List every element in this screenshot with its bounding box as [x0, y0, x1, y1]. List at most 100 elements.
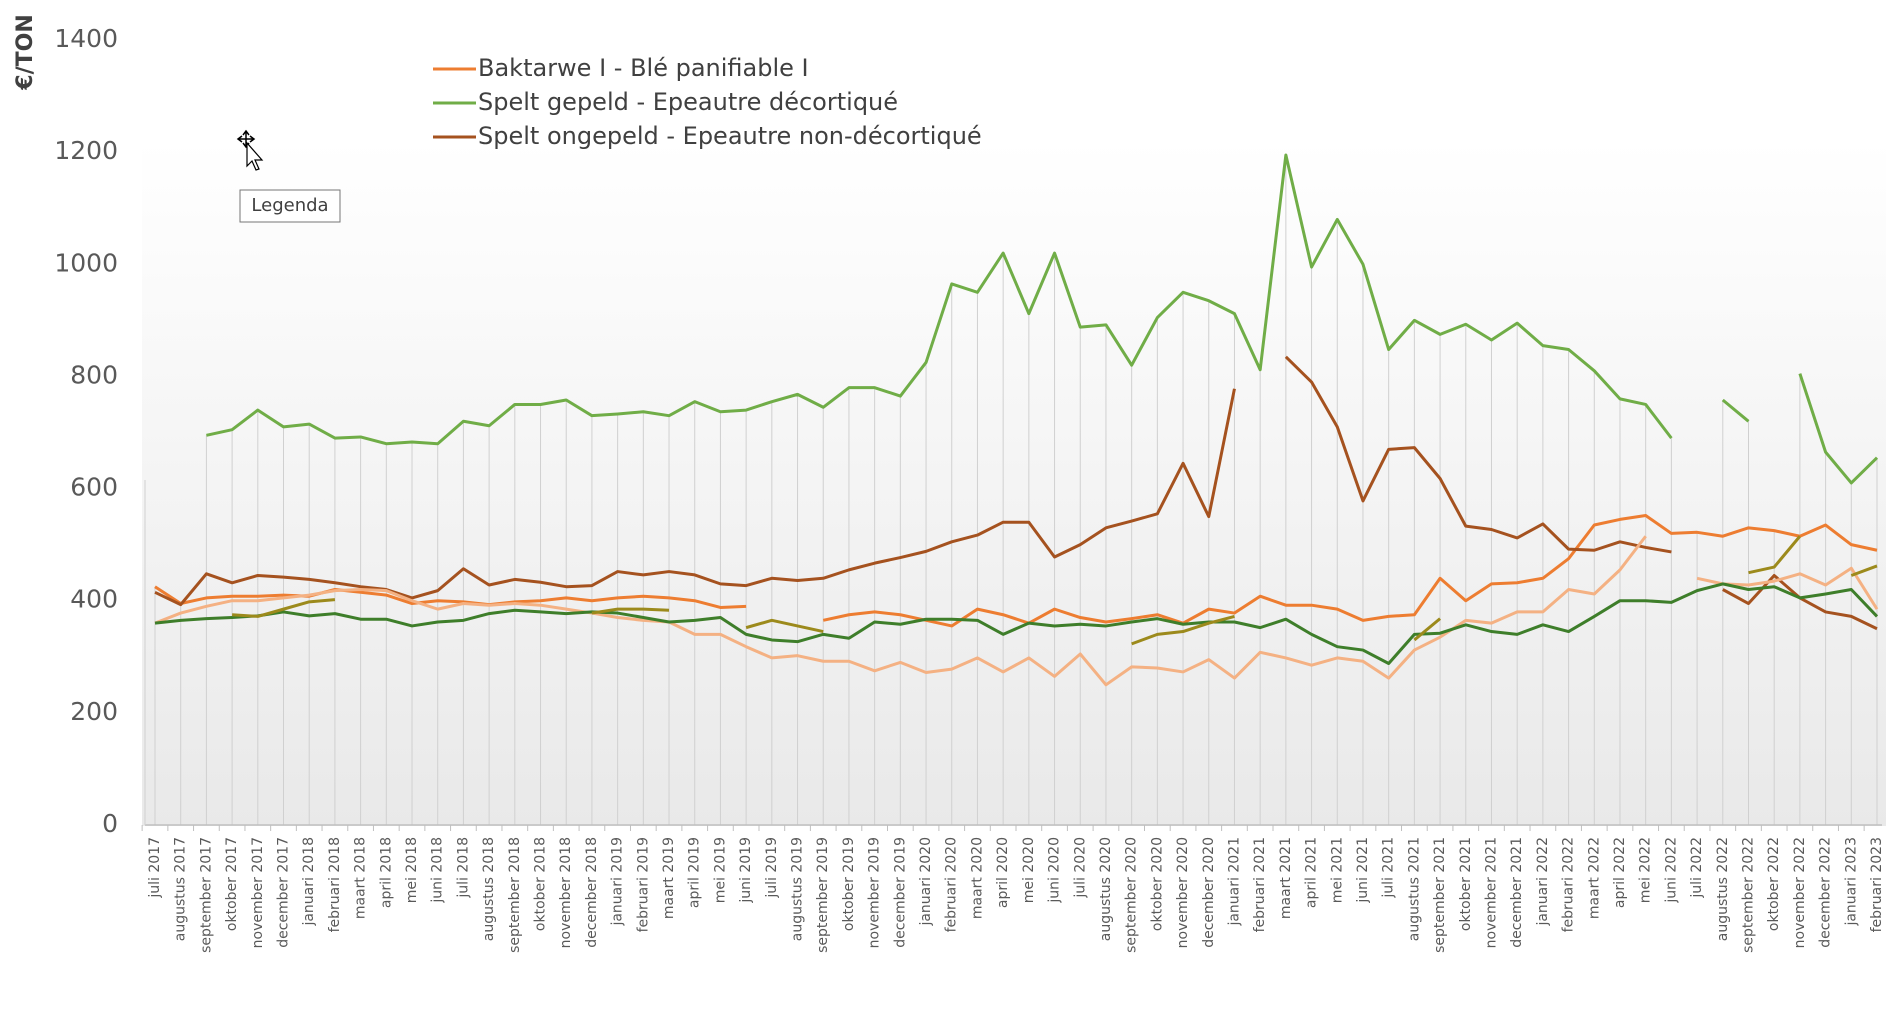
x-tick-label: september 2022	[1740, 837, 1756, 953]
y-tick-label: 400	[70, 585, 118, 614]
x-tick-label: april 2019	[687, 837, 703, 908]
x-tick-label: mei 2020	[1021, 837, 1037, 903]
x-tick-label: december 2020	[1201, 837, 1217, 948]
x-tick-label: juni 2019	[738, 837, 754, 904]
y-axis-label: €/TON	[13, 14, 38, 90]
x-tick-label: september 2018	[507, 837, 523, 953]
x-tick-label: maart 2018	[353, 837, 369, 919]
x-tick-label: november 2020	[1175, 837, 1191, 948]
x-tick-label: maart 2022	[1586, 837, 1602, 919]
x-tick-label: juli 2020	[1072, 837, 1088, 899]
x-tick-label: augustus 2021	[1406, 837, 1422, 941]
y-tick-label: 0	[102, 809, 118, 838]
y-tick-label: 800	[70, 360, 118, 389]
x-tick-label: april 2022	[1612, 837, 1628, 908]
series-line	[154, 585, 747, 609]
x-tick-label: januari 2020	[918, 837, 934, 927]
x-tick-label: januari 2023	[1843, 837, 1859, 927]
x-tick-label: januari 2019	[610, 837, 626, 927]
x-tick-label: september 2017	[198, 837, 214, 953]
plot-background	[142, 140, 1886, 826]
x-tick-label: mei 2019	[712, 837, 728, 903]
x-tick-label: juni 2022	[1663, 837, 1679, 904]
x-tick-label: oktober 2017	[224, 837, 240, 931]
x-tick-label: januari 2021	[1226, 837, 1242, 927]
x-tick-label: augustus 2019	[790, 837, 806, 941]
x-tick-label: oktober 2021	[1458, 837, 1474, 931]
x-tick-label: december 2018	[584, 837, 600, 948]
x-tick-label: maart 2020	[969, 837, 985, 919]
x-tick-label: juni 2020	[1047, 837, 1063, 904]
x-tick-label: juli 2017	[147, 837, 163, 899]
x-tick-label: mei 2018	[404, 837, 420, 903]
legend-label: Spelt ongepeld - Epeautre non-décortiqué	[478, 122, 982, 150]
x-tick-label: juli 2019	[764, 837, 780, 899]
x-tick-label: juli 2021	[1381, 837, 1397, 899]
x-tick-label: juli 2018	[455, 837, 471, 899]
x-tick-label: november 2017	[250, 837, 266, 948]
x-tick-label: april 2020	[995, 837, 1011, 908]
x-tick-label: mei 2022	[1638, 837, 1654, 903]
x-tick-label: september 2021	[1432, 837, 1448, 953]
series-line	[1131, 614, 1235, 646]
y-tick-label: 200	[70, 697, 118, 726]
x-tick-label: november 2021	[1483, 837, 1499, 948]
x-tick-label: december 2017	[276, 837, 292, 948]
x-tick-label: april 2021	[1304, 837, 1320, 908]
legend-label: Spelt gepeld - Epeautre décortiqué	[478, 88, 898, 116]
series-line	[822, 513, 1878, 628]
x-tick-label: november 2022	[1792, 837, 1808, 948]
series-line	[154, 582, 1879, 666]
x-tick-label: januari 2018	[301, 837, 317, 927]
series-line	[591, 607, 670, 615]
x-tick-label: mei 2021	[1329, 837, 1345, 903]
tooltip-box	[239, 189, 341, 223]
series-line	[154, 388, 1236, 607]
tooltip: Legenda	[239, 189, 341, 223]
y-tick-label: 1000	[54, 248, 118, 277]
x-tick-label: november 2018	[558, 837, 574, 948]
x-tick-label: maart 2019	[661, 837, 677, 919]
series-line	[745, 618, 824, 634]
x-tick-label: februari 2018	[327, 837, 343, 932]
x-tick-label: oktober 2020	[1149, 837, 1165, 931]
x-tick-label: juni 2021	[1355, 837, 1371, 904]
x-tick-label: april 2018	[378, 837, 394, 908]
y-tick-label: 1200	[54, 136, 118, 165]
x-tick-label: december 2021	[1509, 837, 1525, 948]
y-tick-label: 600	[70, 473, 118, 502]
series-line	[1413, 617, 1442, 642]
x-tick-label: februari 2023	[1869, 837, 1885, 932]
x-tick-label: juni 2018	[430, 837, 446, 904]
x-tick-label: oktober 2022	[1766, 837, 1782, 931]
legend-label: Baktarwe I - Blé panifiable I	[478, 54, 809, 82]
series-line	[1721, 398, 1750, 423]
x-tick-label: september 2020	[1124, 837, 1140, 953]
x-tick-label: november 2019	[867, 837, 883, 948]
x-tick-label: februari 2019	[635, 837, 651, 932]
cursor	[236, 129, 264, 171]
series-line	[1748, 535, 1802, 575]
x-tick-label: oktober 2019	[841, 837, 857, 931]
series-line	[1798, 373, 1879, 485]
x-tick-label: maart 2021	[1278, 837, 1294, 919]
series-line	[154, 535, 1647, 687]
series-line	[232, 598, 336, 618]
x-tick-label: oktober 2018	[533, 837, 549, 931]
x-tick-label: juli 2022	[1689, 837, 1705, 899]
series-line	[1284, 355, 1672, 554]
x-tick-label: februari 2021	[1252, 837, 1268, 932]
x-tick-label: december 2022	[1818, 837, 1834, 948]
x-tick-label: februari 2020	[944, 837, 960, 932]
y-tick-label: 1400	[54, 24, 118, 53]
x-tick-label: augustus 2017	[173, 837, 189, 941]
series-line	[206, 153, 1673, 446]
tooltip-text: Legenda	[251, 195, 328, 216]
x-tick-label: augustus 2020	[1098, 837, 1114, 941]
x-tick-label: februari 2022	[1561, 837, 1577, 932]
plot: 0 200 400 600 800 1000 1200 1400 juli 2017 august…	[54, 24, 1885, 953]
x-tick-label: augustus 2018	[481, 837, 497, 941]
series-line	[1850, 564, 1878, 577]
x-tick-label: december 2019	[892, 837, 908, 948]
